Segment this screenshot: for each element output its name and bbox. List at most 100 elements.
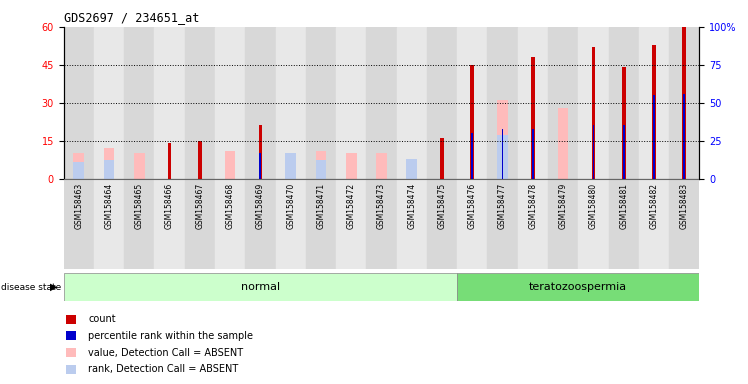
Bar <box>592 126 595 179</box>
Text: GDS2697 / 234651_at: GDS2697 / 234651_at <box>64 12 199 25</box>
Bar <box>260 153 261 179</box>
Bar <box>154 27 185 179</box>
Bar <box>66 315 76 324</box>
Text: GSM158479: GSM158479 <box>559 183 568 229</box>
Bar <box>306 27 336 179</box>
Bar <box>215 27 245 179</box>
Bar <box>168 143 171 179</box>
Bar <box>64 27 94 179</box>
Bar <box>518 179 548 269</box>
Bar <box>427 179 457 269</box>
Bar <box>669 27 699 179</box>
Bar <box>488 179 518 269</box>
Bar <box>154 179 185 269</box>
Bar <box>66 331 76 340</box>
Bar <box>548 27 578 179</box>
Text: GSM158481: GSM158481 <box>619 183 628 229</box>
Bar <box>609 27 639 179</box>
Bar <box>406 159 417 179</box>
Bar <box>259 126 263 179</box>
Bar <box>457 27 488 179</box>
Bar <box>367 27 396 179</box>
Bar <box>275 179 306 269</box>
Bar <box>316 161 326 179</box>
Bar <box>367 179 396 269</box>
Bar <box>198 141 202 179</box>
Bar <box>457 273 699 301</box>
Bar <box>622 67 625 179</box>
Bar <box>639 27 669 179</box>
Text: GSM158475: GSM158475 <box>438 183 447 229</box>
Text: GSM158480: GSM158480 <box>589 183 598 229</box>
Bar <box>470 65 474 179</box>
Bar <box>185 27 215 179</box>
Text: GSM158470: GSM158470 <box>286 183 295 229</box>
Text: GSM158483: GSM158483 <box>680 183 689 229</box>
Text: ▶: ▶ <box>50 282 58 292</box>
Bar <box>497 100 508 179</box>
Bar <box>73 162 84 179</box>
Bar <box>64 179 94 269</box>
Bar <box>532 129 534 179</box>
Bar <box>441 138 444 179</box>
Bar <box>73 153 84 179</box>
Text: GSM158482: GSM158482 <box>649 183 658 229</box>
Bar <box>94 179 124 269</box>
Bar <box>518 27 548 179</box>
Bar <box>684 94 685 179</box>
Bar <box>623 126 625 179</box>
Bar <box>488 27 518 179</box>
Bar <box>285 153 296 179</box>
Text: GSM158468: GSM158468 <box>226 183 235 229</box>
Bar <box>471 133 473 179</box>
Bar <box>245 179 275 269</box>
Text: GSM158467: GSM158467 <box>195 183 204 229</box>
Bar <box>124 179 154 269</box>
Bar <box>104 161 114 179</box>
Bar <box>346 153 357 179</box>
Text: GSM158471: GSM158471 <box>316 183 325 229</box>
Text: GSM158469: GSM158469 <box>256 183 265 229</box>
Bar <box>592 47 595 179</box>
Bar <box>669 179 699 269</box>
Text: GSM158474: GSM158474 <box>407 183 416 229</box>
Text: count: count <box>88 314 116 324</box>
Bar <box>64 273 457 301</box>
Bar <box>653 95 654 179</box>
Bar <box>609 179 639 269</box>
Bar <box>134 153 144 179</box>
Bar <box>316 151 326 179</box>
Bar <box>66 348 76 357</box>
Bar <box>427 27 457 179</box>
Text: GSM158478: GSM158478 <box>528 183 537 229</box>
Text: GSM158463: GSM158463 <box>74 183 83 229</box>
Text: GSM158466: GSM158466 <box>165 183 174 229</box>
Text: value, Detection Call = ABSENT: value, Detection Call = ABSENT <box>88 348 243 358</box>
Text: normal: normal <box>241 282 280 292</box>
Bar <box>497 134 508 179</box>
Bar <box>185 179 215 269</box>
Bar <box>396 27 427 179</box>
Bar <box>336 179 367 269</box>
Bar <box>578 27 609 179</box>
Bar <box>682 27 686 179</box>
Text: teratozoospermia: teratozoospermia <box>530 282 628 292</box>
Bar <box>225 151 236 179</box>
Bar <box>502 129 503 179</box>
Bar <box>306 179 336 269</box>
Bar <box>245 27 275 179</box>
Bar <box>578 179 609 269</box>
Text: percentile rank within the sample: percentile rank within the sample <box>88 331 254 341</box>
Bar <box>548 179 578 269</box>
Text: GSM158477: GSM158477 <box>498 183 507 229</box>
Bar <box>94 27 124 179</box>
Text: rank, Detection Call = ABSENT: rank, Detection Call = ABSENT <box>88 364 239 374</box>
Text: GSM158476: GSM158476 <box>468 183 476 229</box>
Text: disease state: disease state <box>1 283 61 291</box>
Bar <box>376 153 387 179</box>
Text: GSM158465: GSM158465 <box>135 183 144 229</box>
Bar <box>336 27 367 179</box>
Bar <box>558 108 568 179</box>
Text: GSM158464: GSM158464 <box>105 183 114 229</box>
Bar <box>215 179 245 269</box>
